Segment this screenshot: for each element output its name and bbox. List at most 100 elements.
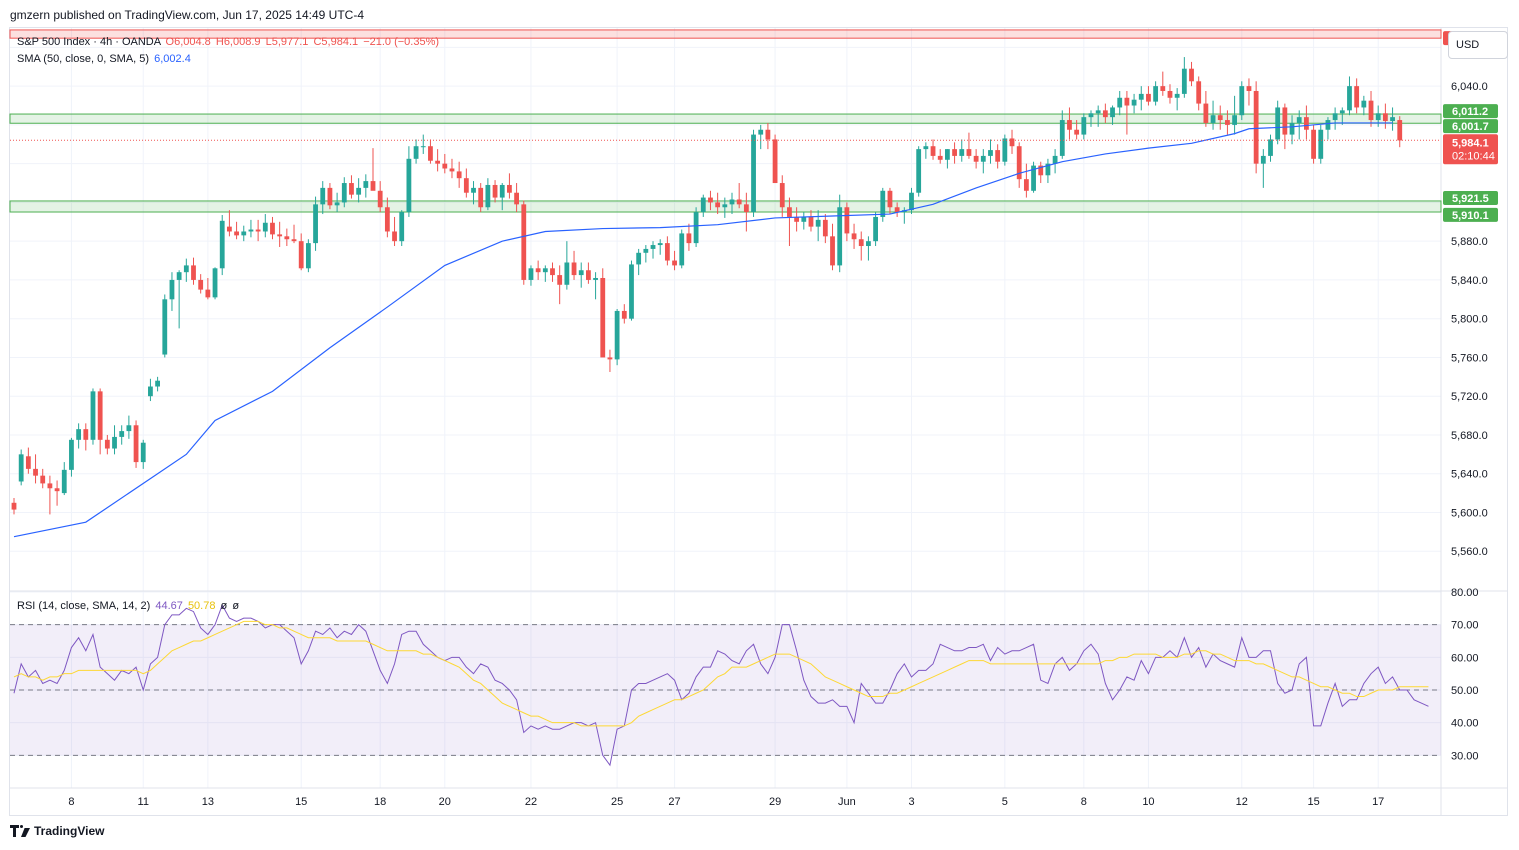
level-tag-zone2-bottom: 5,910.1: [1452, 210, 1489, 222]
candle: [966, 132, 972, 159]
level-tag-zone1-bottom: 6,001.7: [1452, 121, 1489, 133]
candle-body: [1174, 93, 1180, 98]
rsi-value: 44.67: [155, 600, 183, 612]
candle: [234, 221, 239, 240]
candle-body: [456, 171, 462, 179]
candle-body: [148, 386, 153, 397]
candle: [593, 272, 598, 300]
candle: [1196, 76, 1202, 111]
candle-body: [1016, 146, 1022, 180]
candle-body: [449, 168, 455, 172]
candle-body: [1361, 100, 1367, 108]
candle: [33, 454, 38, 484]
candle: [40, 468, 46, 489]
price-tick-label: 5,840.0: [1451, 275, 1488, 287]
candle-body: [557, 275, 563, 285]
candle-body: [715, 202, 721, 208]
rsi-tick-label: 70.00: [1451, 620, 1479, 632]
candle-body: [90, 391, 96, 440]
candle: [133, 420, 139, 468]
candle-body: [794, 216, 800, 222]
candle: [1260, 149, 1266, 188]
candle: [399, 210, 405, 247]
candle-body: [822, 219, 828, 237]
candle-body: [1382, 113, 1388, 122]
candle: [930, 139, 936, 160]
candle: [1016, 142, 1022, 188]
candle-body: [40, 475, 46, 484]
candle: [392, 216, 397, 247]
candle: [1138, 86, 1144, 111]
candle-body: [586, 270, 591, 280]
candle-body: [83, 429, 89, 440]
candle: [657, 239, 663, 255]
candle-body: [621, 310, 627, 319]
candle: [1382, 103, 1388, 129]
candle-body: [392, 231, 397, 242]
candle: [758, 124, 764, 150]
currency-button[interactable]: USD: [1448, 31, 1508, 59]
candle: [140, 439, 146, 469]
candle: [456, 161, 462, 188]
candle-body: [528, 268, 534, 280]
price-tick-label: 5,680.0: [1451, 430, 1488, 442]
candle-body: [657, 243, 663, 246]
candle: [542, 265, 548, 282]
candle-body: [471, 187, 476, 193]
candle: [672, 250, 677, 271]
candle-body: [1167, 90, 1173, 98]
candle: [485, 178, 491, 211]
candle: [887, 187, 893, 215]
candle-body: [765, 129, 771, 140]
candle-body: [1325, 120, 1331, 130]
candle-body: [255, 229, 261, 232]
candle-body: [227, 226, 232, 232]
candle-body: [607, 357, 613, 360]
candle-body: [664, 243, 670, 261]
candle-body: [779, 183, 785, 208]
candle-body: [851, 233, 857, 240]
candle-body: [830, 236, 835, 266]
level-tag-zone2-top: 5,921.5: [1452, 193, 1489, 205]
candle: [112, 425, 117, 455]
time-tick-label: 12: [1236, 796, 1248, 808]
candle: [564, 241, 570, 290]
candle: [1189, 61, 1194, 87]
candle-body: [844, 207, 850, 234]
price-tick-label: 5,880.0: [1451, 236, 1488, 248]
candle: [1160, 71, 1166, 96]
candle: [794, 207, 800, 232]
candle-body: [241, 231, 247, 236]
candle-body: [614, 310, 620, 360]
candle-body: [219, 220, 225, 269]
candle-body: [880, 190, 886, 217]
candle: [600, 268, 606, 358]
candle-body: [600, 277, 606, 358]
candle-body: [485, 184, 491, 208]
resistance-zone-upper: [9, 113, 1442, 124]
time-tick-label: 15: [295, 796, 307, 808]
candle: [463, 168, 469, 198]
candle-body: [1354, 86, 1360, 108]
candle: [255, 219, 261, 242]
candle-body: [866, 241, 871, 247]
rsi-ma-value: 50.78: [187, 600, 216, 612]
candle-body: [937, 155, 943, 160]
candle-body: [305, 243, 311, 269]
candle: [973, 149, 979, 169]
candle-body: [593, 277, 598, 280]
candle-body: [313, 204, 318, 244]
tradingview-logo-icon: [10, 825, 30, 837]
candle-body: [1153, 86, 1159, 102]
candle: [873, 212, 878, 247]
candle: [880, 187, 886, 222]
candle-body: [1225, 120, 1230, 125]
candle: [995, 144, 1001, 169]
last-price-countdown: 02:10:44: [1452, 150, 1495, 162]
candle-body: [787, 207, 792, 217]
candle: [499, 183, 505, 211]
legend-high: H6,008.9: [215, 36, 261, 48]
time-tick-label: 11: [138, 796, 149, 808]
candle: [1181, 57, 1187, 98]
